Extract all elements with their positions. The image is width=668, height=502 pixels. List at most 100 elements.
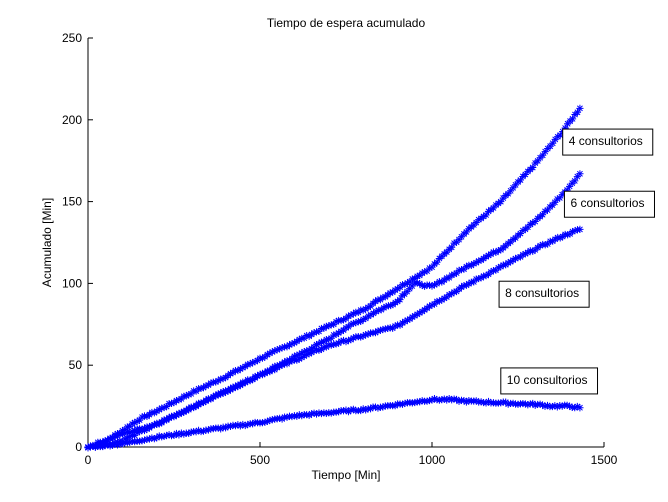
data-point xyxy=(376,326,384,334)
data-point xyxy=(246,360,254,368)
data-point xyxy=(379,325,387,334)
data-point xyxy=(531,401,539,409)
data-point xyxy=(462,398,470,406)
data-point xyxy=(396,296,404,304)
data-point xyxy=(268,416,276,424)
data-point xyxy=(480,212,488,221)
data-point xyxy=(300,352,308,360)
data-point xyxy=(576,104,584,112)
data-point xyxy=(371,297,380,305)
data-point xyxy=(554,133,562,141)
data-point xyxy=(337,327,345,335)
data-point xyxy=(295,355,303,363)
y-tick-label: 0 xyxy=(75,440,82,454)
data-point xyxy=(258,354,267,362)
data-point xyxy=(165,414,173,422)
data-point xyxy=(477,274,485,282)
data-point xyxy=(118,440,126,448)
data-point xyxy=(236,365,244,373)
data-point xyxy=(529,219,537,227)
data-point xyxy=(300,348,308,356)
x-axis-title: Tiempo [Min] xyxy=(312,468,381,482)
data-point xyxy=(190,403,198,411)
data-point xyxy=(347,320,355,328)
data-point xyxy=(123,428,131,436)
data-point xyxy=(332,330,340,339)
data-point xyxy=(249,359,257,367)
data-point xyxy=(465,280,473,288)
data-point xyxy=(339,336,348,345)
data-point xyxy=(553,195,561,203)
data-point xyxy=(548,402,556,411)
data-point xyxy=(136,428,144,436)
data-point xyxy=(536,400,544,408)
data-point xyxy=(182,392,190,400)
data-point xyxy=(290,339,298,347)
data-point xyxy=(538,401,547,409)
data-point xyxy=(477,398,485,406)
data-point xyxy=(504,400,512,408)
data-point xyxy=(239,420,247,429)
data-point xyxy=(558,402,566,410)
data-point xyxy=(212,392,220,400)
data-point xyxy=(364,303,372,311)
data-point xyxy=(504,239,512,248)
annotation-label: 6 consultorios xyxy=(570,196,644,210)
data-point xyxy=(489,204,498,212)
data-point xyxy=(455,236,463,244)
data-point xyxy=(534,157,542,165)
data-point xyxy=(511,254,520,263)
data-point xyxy=(266,349,274,357)
data-point xyxy=(327,409,335,417)
data-point xyxy=(288,340,296,348)
data-point xyxy=(271,347,279,355)
data-point xyxy=(362,406,370,414)
data-point xyxy=(327,341,335,349)
data-point xyxy=(359,405,367,413)
data-point xyxy=(403,316,412,324)
x-tick-label: 1500 xyxy=(591,453,618,467)
data-point xyxy=(369,309,378,317)
data-point xyxy=(482,272,490,280)
data-point xyxy=(470,260,478,268)
data-point xyxy=(418,307,426,316)
data-point xyxy=(435,396,443,404)
data-point xyxy=(111,440,119,448)
data-point xyxy=(349,310,357,318)
data-point xyxy=(484,397,493,406)
data-point xyxy=(315,327,323,336)
data-point xyxy=(347,311,355,319)
data-point xyxy=(475,274,483,283)
data-point xyxy=(140,436,149,444)
data-point xyxy=(472,275,480,283)
data-point xyxy=(180,430,188,438)
annotation-3: 8 consultorios xyxy=(498,280,590,308)
annotation-label: 8 consultorios xyxy=(505,286,579,300)
data-point xyxy=(327,334,335,342)
data-point xyxy=(322,409,330,417)
data-point xyxy=(136,416,144,424)
data-point xyxy=(305,411,313,419)
annotation-box xyxy=(563,190,655,218)
data-point xyxy=(450,270,458,278)
data-point xyxy=(568,227,577,236)
data-point xyxy=(266,416,274,424)
data-point xyxy=(153,407,161,415)
data-point xyxy=(180,407,188,415)
data-point xyxy=(573,108,582,116)
data-point xyxy=(450,239,458,247)
data-point xyxy=(398,319,407,327)
data-point xyxy=(509,256,517,264)
data-point xyxy=(249,375,257,384)
data-point xyxy=(403,287,411,296)
data-point xyxy=(428,396,436,404)
data-point xyxy=(401,317,409,326)
data-point xyxy=(462,263,470,271)
data-point xyxy=(234,421,242,429)
data-point xyxy=(408,282,416,290)
data-point xyxy=(541,147,549,156)
data-point xyxy=(214,424,222,432)
data-point xyxy=(99,442,107,450)
data-point xyxy=(428,263,436,271)
data-point xyxy=(492,201,500,209)
